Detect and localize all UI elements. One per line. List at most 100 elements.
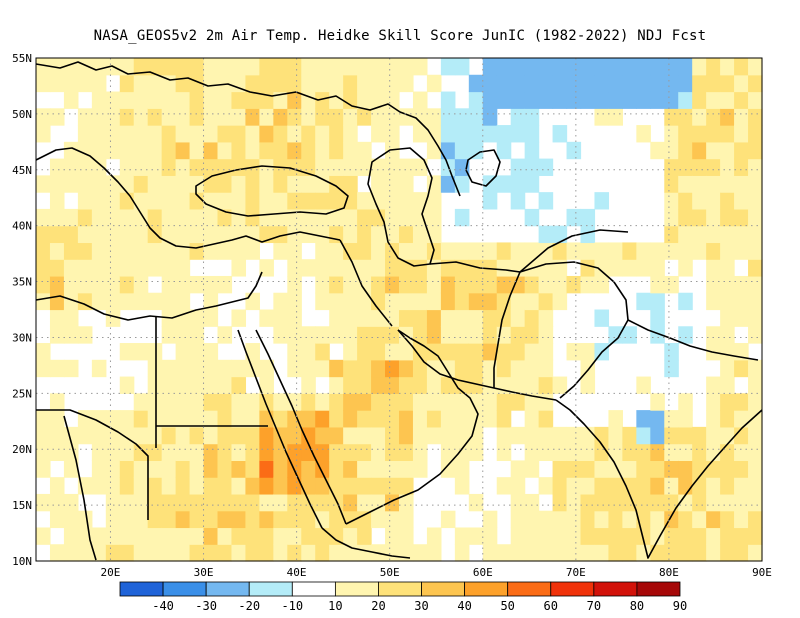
field-cell — [287, 493, 302, 512]
field-cell — [49, 544, 65, 562]
field-cell — [706, 275, 721, 294]
field-cell — [399, 242, 414, 260]
field-cell — [385, 259, 400, 277]
field-cell — [147, 125, 163, 143]
field-cell — [105, 91, 121, 109]
field-cell — [622, 91, 637, 109]
field-cell — [315, 326, 330, 344]
field-cell — [552, 125, 568, 143]
field-cell — [343, 192, 358, 210]
field-cell — [371, 493, 386, 512]
field-cell — [91, 225, 107, 244]
field-cell — [468, 292, 484, 311]
field-cell — [692, 192, 707, 210]
field-cell — [329, 410, 344, 428]
field-cell — [636, 74, 651, 93]
field-cell — [133, 544, 149, 562]
field-cell — [36, 225, 51, 244]
field-cell — [273, 74, 288, 93]
field-cell — [287, 292, 302, 311]
field-cell — [343, 493, 358, 512]
field-cell — [580, 493, 596, 512]
field-cell — [231, 393, 247, 411]
field-cell — [510, 359, 526, 378]
field-cell — [203, 91, 219, 109]
field-cell — [664, 242, 679, 260]
colorbar-label: 10 — [328, 599, 342, 613]
field-cell — [203, 376, 219, 394]
field-cell — [217, 493, 233, 512]
field-cell — [343, 259, 358, 277]
field-cell — [706, 410, 721, 428]
field-cell — [566, 141, 582, 160]
field-cell — [49, 443, 65, 461]
field-cell — [161, 443, 177, 461]
field-cell — [706, 108, 721, 126]
field-cell — [203, 158, 219, 176]
colorbar-label: 70 — [587, 599, 601, 613]
field-cell — [734, 510, 749, 529]
longitude-label: 90E — [752, 566, 772, 579]
field-cell — [580, 510, 596, 529]
field-cell — [161, 359, 177, 378]
field-cell — [426, 275, 442, 294]
field-cell — [454, 309, 470, 327]
field-cell — [329, 544, 344, 562]
field-cell — [734, 309, 749, 327]
field-cell — [231, 410, 247, 428]
coastline-aral-sea — [465, 149, 501, 187]
field-cell — [426, 393, 442, 411]
field-cell — [734, 225, 749, 244]
field-cell — [77, 58, 93, 76]
field-cell — [217, 376, 233, 394]
field-cell — [357, 225, 372, 244]
field-cell — [287, 477, 302, 495]
field-cell — [287, 410, 302, 428]
field-cell — [119, 544, 135, 562]
field-cell — [189, 343, 205, 361]
field-cell — [259, 208, 274, 227]
field-cell — [510, 242, 526, 260]
border-central-asia — [429, 229, 629, 273]
field-cell — [412, 359, 428, 378]
field-cell — [36, 410, 51, 428]
field-cell — [259, 544, 274, 562]
field-cell — [678, 493, 693, 512]
field-cell — [552, 58, 568, 76]
field-cell — [412, 242, 428, 260]
field-cell — [720, 208, 735, 227]
field-cell — [63, 309, 79, 327]
latitude-label: 55N — [12, 52, 32, 65]
field-cell — [259, 426, 274, 445]
field-cell — [231, 359, 247, 378]
field-cell — [454, 108, 470, 126]
colorbar-swatch — [507, 581, 552, 597]
field-cell — [496, 275, 512, 294]
coastline-india — [555, 399, 763, 559]
field-cell — [357, 141, 372, 160]
field-cell — [273, 309, 288, 327]
field-cell — [245, 175, 260, 193]
field-cell — [357, 343, 372, 361]
field-cell — [77, 426, 93, 445]
field-cell — [706, 125, 721, 143]
field-cell — [91, 58, 107, 76]
field-cell — [147, 460, 163, 478]
field-cell — [664, 91, 679, 109]
border-west-africa — [63, 415, 97, 561]
field-cell — [385, 527, 400, 545]
field-cell — [357, 410, 372, 428]
field-cell — [734, 208, 749, 227]
field-cell — [538, 326, 554, 344]
field-cell — [217, 141, 233, 160]
field-cell — [650, 74, 665, 93]
longitude-label: 80E — [659, 566, 679, 579]
field-cell — [301, 326, 316, 344]
field-cell — [748, 309, 763, 327]
field-cell — [678, 208, 693, 227]
field-cell — [63, 544, 79, 562]
field-cell — [371, 460, 386, 478]
field-cell — [734, 175, 749, 193]
field-cell — [734, 544, 749, 562]
field-cell — [622, 527, 637, 545]
